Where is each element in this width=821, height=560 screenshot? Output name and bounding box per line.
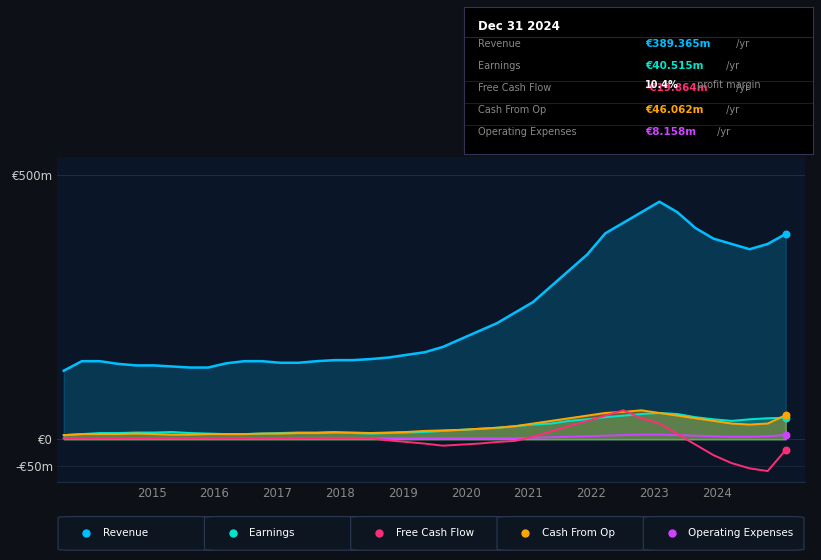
Text: Operating Expenses: Operating Expenses <box>688 529 793 538</box>
Text: /yr: /yr <box>723 61 740 71</box>
Text: /yr: /yr <box>713 127 730 137</box>
Text: Cash From Op: Cash From Op <box>478 105 546 115</box>
Text: /yr: /yr <box>733 39 750 49</box>
Text: €8.158m: €8.158m <box>645 127 696 137</box>
Text: -€19.864m: -€19.864m <box>645 83 708 93</box>
Text: €40.515m: €40.515m <box>645 61 704 71</box>
FancyBboxPatch shape <box>351 516 511 550</box>
Text: /yr: /yr <box>733 83 750 93</box>
Point <box>779 431 792 440</box>
Text: Earnings: Earnings <box>478 61 521 71</box>
Text: Free Cash Flow: Free Cash Flow <box>396 529 474 538</box>
FancyBboxPatch shape <box>58 516 218 550</box>
Text: Dec 31 2024: Dec 31 2024 <box>478 21 560 34</box>
Text: Cash From Op: Cash From Op <box>542 529 615 538</box>
Text: Revenue: Revenue <box>103 529 148 538</box>
Point <box>779 410 792 419</box>
Text: €389.365m: €389.365m <box>645 39 711 49</box>
FancyBboxPatch shape <box>204 516 365 550</box>
FancyBboxPatch shape <box>644 516 804 550</box>
Point <box>779 230 792 239</box>
Text: Free Cash Flow: Free Cash Flow <box>478 83 551 93</box>
Point <box>779 413 792 422</box>
Text: Earnings: Earnings <box>250 529 295 538</box>
Text: Revenue: Revenue <box>478 39 521 49</box>
Point <box>779 445 792 454</box>
Text: profit margin: profit margin <box>695 80 761 90</box>
FancyBboxPatch shape <box>497 516 658 550</box>
Text: Operating Expenses: Operating Expenses <box>478 127 576 137</box>
Text: 10.4%: 10.4% <box>645 80 679 90</box>
Text: /yr: /yr <box>723 105 740 115</box>
Text: €46.062m: €46.062m <box>645 105 704 115</box>
